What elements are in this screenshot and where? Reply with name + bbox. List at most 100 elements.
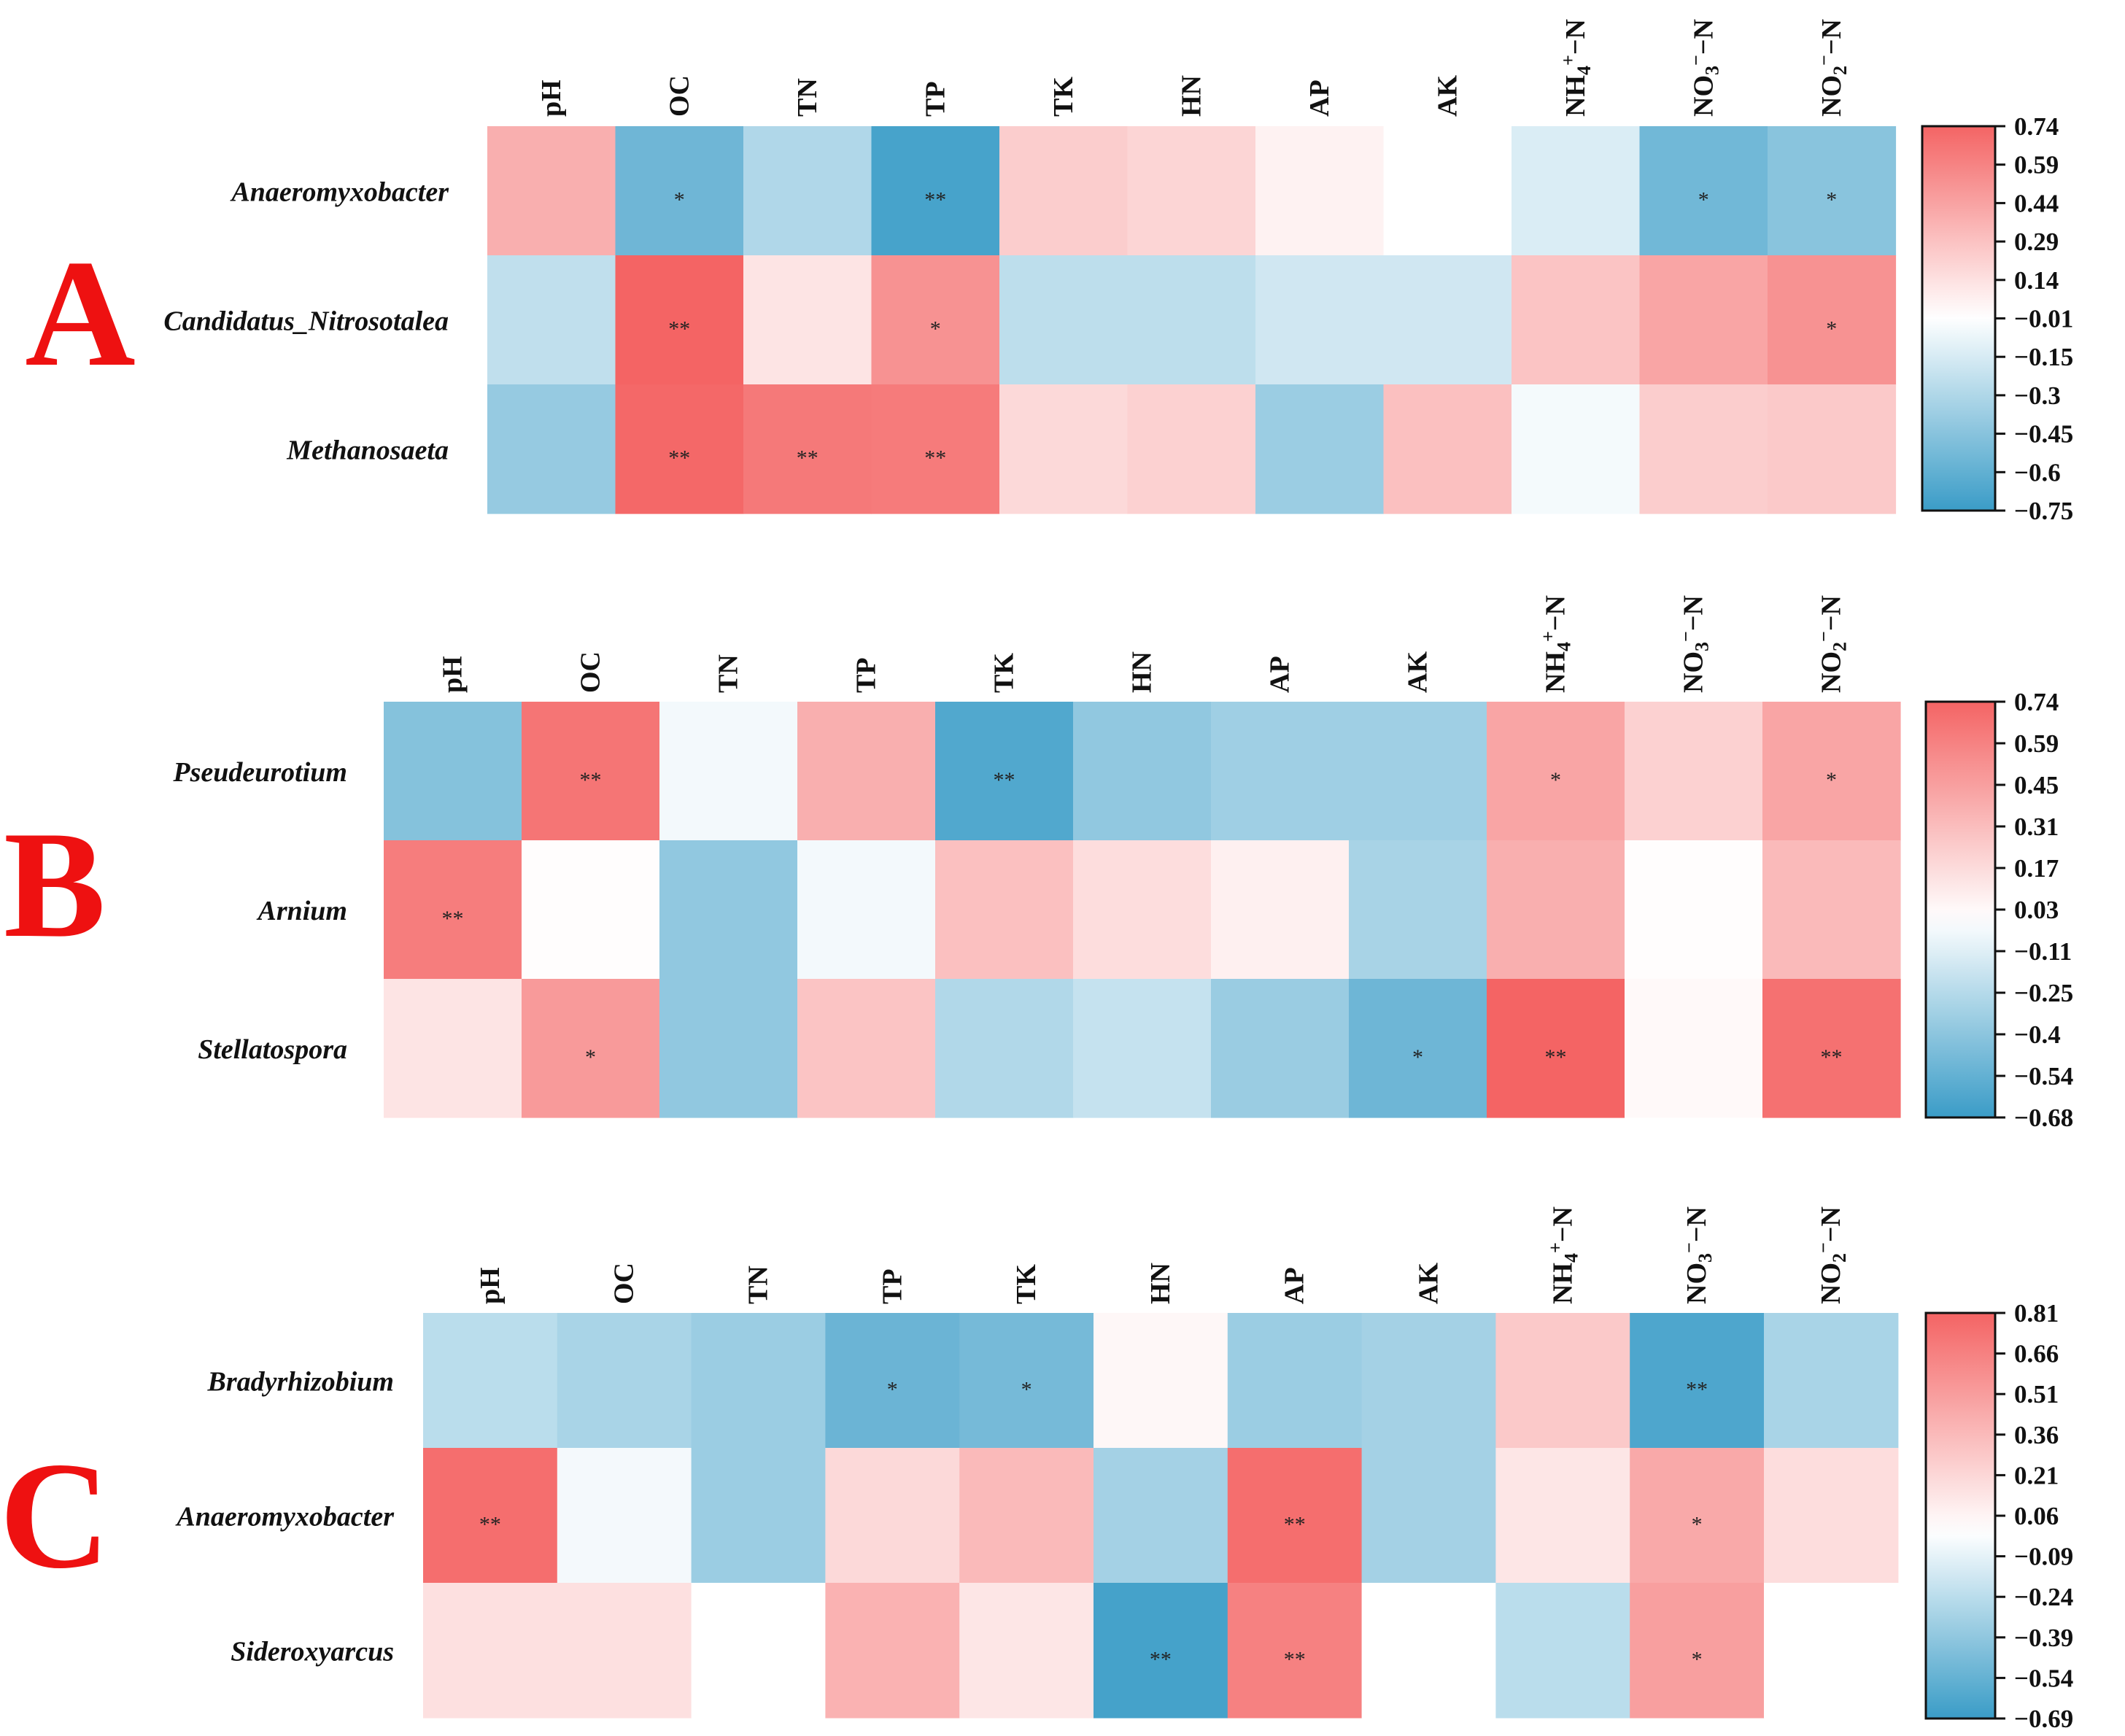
significance-mark-0-1-3: * <box>930 317 941 341</box>
colorbar-tick-label-0-3: 0.29 <box>2014 228 2059 256</box>
heatmap-cell-0-0-3 <box>871 126 1000 256</box>
row-label-0-1: Candidatus_Nitrosotalea <box>163 306 449 337</box>
colorbar-tick-label-2-7: −0.24 <box>2014 1583 2073 1611</box>
heatmap-cell-0-0-0 <box>487 126 616 256</box>
heatmap-cell-1-2-7 <box>1349 979 1487 1118</box>
column-label-1-9: NO3−−N <box>1676 595 1713 693</box>
heatmap-cell-0-2-1 <box>615 384 744 514</box>
column-label-1-8: NH4+−N <box>1538 595 1575 693</box>
heatmap-cell-2-2-2 <box>691 1583 826 1718</box>
row-label-2-0: Bradyrhizobium <box>206 1367 394 1398</box>
heatmap-cell-2-2-8 <box>1495 1583 1630 1718</box>
heatmap-cell-1-2-0 <box>384 979 522 1118</box>
colorbar-tick-label-0-1: 0.59 <box>2014 151 2059 179</box>
column-label-2-3: TP <box>877 1268 907 1304</box>
column-label-0-8: NH4+−N <box>1557 19 1595 117</box>
panel-letter-b: B <box>4 800 106 969</box>
heatmap-cell-2-1-5 <box>1094 1448 1228 1584</box>
significance-mark-2-1-0: ** <box>479 1513 501 1537</box>
heatmap-cell-2-2-6 <box>1227 1583 1363 1718</box>
colorbar-tick-label-0-5: −0.01 <box>2014 305 2073 333</box>
column-label-2-5: HN <box>1145 1263 1176 1304</box>
colorbar-tick-label-1-6: −0.11 <box>2014 937 2072 966</box>
heatmap-cell-0-2-0 <box>487 384 616 514</box>
heatmap-cell-1-0-5 <box>1073 702 1212 841</box>
colorbar-tick-label-1-8: −0.4 <box>2014 1020 2061 1049</box>
column-label-0-5: HN <box>1176 75 1207 117</box>
colorbar-a <box>1921 125 1997 512</box>
column-label-0-7: AK <box>1432 75 1463 117</box>
significance-mark-1-0-1: ** <box>580 768 602 792</box>
heatmap-cell-2-1-7 <box>1361 1448 1496 1584</box>
significance-mark-0-0-3: ** <box>924 188 946 212</box>
row-label-2-2: Sideroxyarcus <box>231 1637 394 1667</box>
heatmap-cell-2-1-9 <box>1630 1448 1765 1584</box>
heatmap-cell-1-1-6 <box>1211 840 1350 980</box>
heatmap-cell-0-0-7 <box>1383 126 1512 256</box>
colorbar-tick-label-1-5: 0.03 <box>2014 896 2059 924</box>
column-label-2-10: NO2−−N <box>1813 1206 1850 1304</box>
row-label-1-2: Stellatospora <box>198 1034 347 1065</box>
row-label-2-1: Anaeromyxobacter <box>175 1502 395 1532</box>
heatmap-cell-1-2-1 <box>522 979 660 1118</box>
colorbar-tick-label-0-7: −0.3 <box>2014 381 2061 410</box>
column-label-1-5: HN <box>1127 651 1158 693</box>
heatmap-cell-2-0-9 <box>1630 1313 1765 1449</box>
heatmap-cell-1-2-5 <box>1073 979 1212 1118</box>
colorbar-tick-label-2-10: −0.69 <box>2014 1705 2073 1732</box>
column-label-0-10: NO2−−N <box>1814 19 1851 117</box>
significance-mark-2-2-6: ** <box>1284 1648 1306 1672</box>
column-label-1-0: pH <box>438 656 468 693</box>
heatmap-cell-0-1-8 <box>1512 255 1641 385</box>
colorbar-tick-label-2-1: 0.66 <box>2014 1340 2059 1368</box>
column-label-2-6: AP <box>1280 1267 1310 1304</box>
heatmap-cell-0-2-7 <box>1383 384 1512 514</box>
heatmap-cell-1-1-2 <box>659 840 798 980</box>
heatmap-cell-2-1-3 <box>825 1448 960 1584</box>
heatmap-cell-1-0-1 <box>522 702 660 841</box>
column-label-1-10: NO2−−N <box>1814 595 1851 693</box>
colorbar-tick-label-1-1: 0.59 <box>2014 729 2059 758</box>
heatmap-cell-0-2-5 <box>1127 384 1256 514</box>
row-label-1-1: Arnium <box>256 896 347 926</box>
heatmap-cell-2-1-2 <box>691 1448 826 1584</box>
heatmap-cell-1-1-4 <box>935 840 1074 980</box>
colorbar-tick-label-2-8: −0.39 <box>2014 1624 2073 1652</box>
column-label-2-0: pH <box>475 1267 506 1304</box>
colorbar-tick-label-2-5: 0.06 <box>2014 1502 2059 1530</box>
heatmap-cell-2-0-2 <box>691 1313 826 1449</box>
heatmap-cell-1-2-10 <box>1762 979 1901 1118</box>
heatmap-cell-0-2-10 <box>1768 384 1897 514</box>
colorbar-tick-label-1-2: 0.45 <box>2014 771 2059 799</box>
heatmap-cell-0-0-6 <box>1255 126 1385 256</box>
heatmap-cell-0-1-7 <box>1383 255 1512 385</box>
significance-mark-0-1-10: * <box>1826 317 1837 341</box>
row-label-0-2: Methanosaeta <box>286 435 449 466</box>
heatmap-cell-2-2-7 <box>1361 1583 1496 1718</box>
significance-mark-1-2-7: * <box>1412 1045 1423 1069</box>
significance-mark-0-2-3: ** <box>924 446 946 470</box>
heatmap-cell-0-2-8 <box>1512 384 1641 514</box>
colorbar-tick-label-2-3: 0.36 <box>2014 1421 2059 1449</box>
column-label-1-3: TP <box>851 657 882 693</box>
column-label-0-3: TP <box>920 81 951 117</box>
heatmap-cell-0-1-0 <box>487 255 616 385</box>
heatmap-cell-0-2-4 <box>999 384 1129 514</box>
heatmap-cell-1-0-0 <box>384 702 522 841</box>
column-label-0-0: pH <box>536 80 567 117</box>
heatmap-cell-2-0-1 <box>557 1313 692 1449</box>
significance-mark-2-0-4: * <box>1021 1378 1032 1402</box>
colorbar-tick-label-1-3: 0.31 <box>2014 813 2059 841</box>
colorbar-tick-label-1-9: −0.54 <box>2014 1062 2073 1090</box>
colorbar-tick-label-0-6: −0.15 <box>2014 343 2073 371</box>
column-label-1-2: TN <box>713 654 744 693</box>
heatmap-cell-0-0-8 <box>1512 126 1641 256</box>
heatmap-cell-2-2-5 <box>1094 1583 1228 1718</box>
row-label-1-0: Pseudeurotium <box>172 757 347 788</box>
column-label-1-1: OC <box>576 651 606 693</box>
heatmap-cell-1-1-8 <box>1487 840 1625 980</box>
column-label-2-1: OC <box>609 1263 640 1304</box>
column-label-0-9: NO3−−N <box>1685 19 1722 117</box>
heatmap-cell-1-1-7 <box>1349 840 1487 980</box>
